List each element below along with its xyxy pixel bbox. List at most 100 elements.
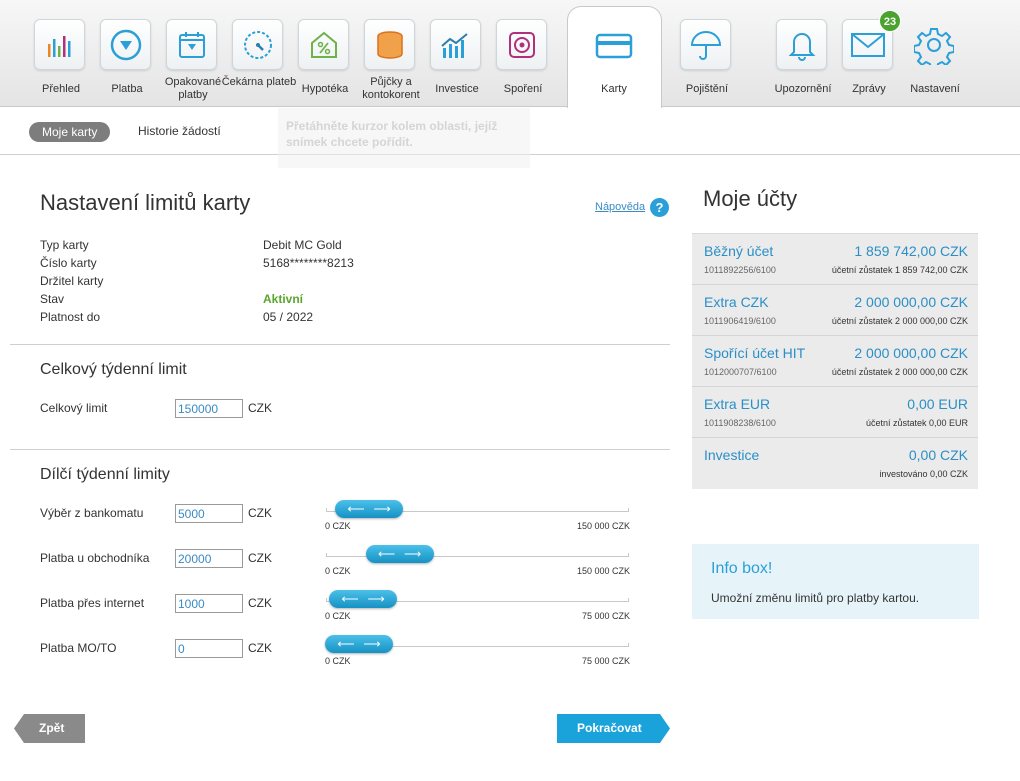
nav-item-sporeni[interactable]: Spoření: [488, 0, 558, 107]
arrow-left-icon: ⟵: [337, 637, 355, 651]
merchant-payment-slider[interactable]: ⟵ ⟶ 0 CZK 150 000 CZK: [325, 545, 630, 581]
total-limit-unit: CZK: [248, 401, 272, 415]
house-percent-icon: [298, 19, 349, 70]
account-name[interactable]: Extra EUR: [704, 396, 771, 412]
account-amount: 2 000 000,00 CZK: [854, 294, 968, 310]
slider-max-label: 150 000 CZK: [576, 521, 630, 531]
nav-label: Hypotéka: [301, 83, 349, 95]
nav-item-prehled[interactable]: Přehled: [26, 0, 96, 107]
nav-item-cekarna-plateb[interactable]: Čekárna plateb: [222, 0, 296, 107]
internet-payment-input[interactable]: [175, 594, 243, 613]
account-row[interactable]: Extra CZK 2 000 000,00 CZK 1011906419/61…: [692, 285, 978, 336]
bar-chart-icon: [34, 19, 85, 70]
info-box: Info box! Umožní změnu limitů pro platby…: [692, 544, 979, 619]
slider-max-label: 150 000 CZK: [576, 566, 630, 576]
investment-chart-icon: [430, 19, 481, 70]
card-type-value: Debit MC Gold: [263, 238, 342, 252]
nav-item-upozorneni[interactable]: Upozornění: [768, 0, 838, 107]
account-row[interactable]: Investice 0,00 CZK investováno 0,00 CZK: [692, 438, 978, 489]
nav-item-pujcky-kontokorent[interactable]: Půjčky a kontokorent: [356, 0, 426, 107]
card-status-label: Stav: [40, 292, 65, 306]
account-balance: účetní zůstatek 0,00 EUR: [865, 418, 968, 428]
account-row[interactable]: Extra EUR 0,00 EUR 1011908238/6100 účetn…: [692, 387, 978, 438]
slider-handle[interactable]: ⟵ ⟶: [325, 635, 393, 653]
slider-min-label: 0 CZK: [325, 656, 351, 666]
nav-item-karty[interactable]: Karty: [567, 0, 661, 107]
internet-payment-slider[interactable]: ⟵ ⟶ 0 CZK 75 000 CZK: [325, 590, 630, 626]
nav-item-platba[interactable]: Platba: [92, 0, 162, 107]
nav-label: Půjčky a kontokorent: [362, 76, 420, 101]
nav-item-nastaveni[interactable]: Nastavení: [900, 0, 970, 107]
nav-item-pojisteni[interactable]: Pojištění: [672, 0, 742, 107]
subtab-historie-zadosti[interactable]: Historie žádostí: [138, 124, 221, 138]
nav-label: Přehled: [42, 83, 80, 95]
atm-withdrawal-slider[interactable]: ⟵ ⟶ 0 CZK 150 000 CZK: [325, 500, 630, 536]
account-name[interactable]: Extra CZK: [704, 294, 769, 310]
moto-payment-slider[interactable]: ⟵ ⟶ 0 CZK 75 000 CZK: [325, 635, 630, 671]
messages-count-badge: 23: [879, 10, 901, 32]
total-limit-section-title: Celkový týdenní limit: [40, 361, 187, 378]
arrow-right-icon: ⟶: [367, 592, 385, 606]
account-number: 1012000707/6100: [704, 367, 777, 377]
account-name[interactable]: Spořící účet HIT: [704, 345, 806, 361]
nav-label: Investice: [435, 83, 479, 95]
arrow-right-icon: ⟶: [404, 547, 422, 561]
subtab-moje-karty[interactable]: Moje karty: [29, 122, 111, 142]
nav-label: Opakované platby: [164, 76, 222, 101]
moto-payment-unit: CZK: [248, 641, 272, 655]
card-number-label: Číslo karty: [40, 256, 97, 270]
moto-payment-label: Platba MO/TO: [40, 641, 117, 655]
nav-label: Upozornění: [774, 83, 832, 95]
safe-icon: [496, 19, 547, 70]
account-balance: účetní zůstatek 1 859 742,00 CZK: [831, 265, 968, 275]
divider: [10, 344, 670, 345]
info-box-title: Info box!: [711, 560, 773, 577]
screenshot-hint-overlay: Přetáhněte kurzor kolem oblasti, jejíž s…: [278, 108, 530, 168]
slider-handle[interactable]: ⟵ ⟶: [335, 500, 404, 518]
back-button[interactable]: Zpět: [14, 714, 85, 743]
bell-icon: [776, 19, 827, 70]
arrow-right-icon: ⟶: [363, 637, 381, 651]
help-icon[interactable]: ?: [650, 198, 669, 217]
arrow-left-icon: ⟵: [341, 592, 359, 606]
nav-item-investice[interactable]: Investice: [422, 0, 492, 107]
card-status-value: Aktivní: [263, 292, 304, 306]
info-box-text: Umožní změnu limitů pro platby kartou.: [711, 591, 920, 605]
atm-withdrawal-label: Výběr z bankomatu: [40, 506, 144, 520]
account-number: 1011892256/6100: [704, 265, 776, 275]
total-limit-input[interactable]: [175, 399, 243, 418]
merchant-payment-label: Platba u obchodníka: [40, 551, 150, 565]
nav-item-hypoteka[interactable]: Hypotéka: [290, 0, 360, 107]
arrow-left-icon: ⟵: [347, 502, 365, 516]
card-type-label: Typ karty: [40, 238, 89, 252]
account-name[interactable]: Běžný účet: [704, 243, 774, 259]
page-title: Nastavení limitů karty: [40, 190, 251, 215]
account-amount: 0,00 CZK: [908, 447, 968, 463]
account-amount: 0,00 EUR: [907, 396, 968, 412]
slider-handle[interactable]: ⟵ ⟶: [365, 545, 434, 563]
slider-track: [326, 553, 629, 557]
slider-handle[interactable]: ⟵ ⟶: [329, 590, 398, 608]
merchant-payment-input[interactable]: [175, 549, 243, 568]
waiting-clock-icon: [232, 19, 283, 70]
arrow-left-icon: ⟵: [378, 547, 396, 561]
nav-label: Pojištění: [685, 83, 729, 95]
slider-min-label: 0 CZK: [325, 521, 351, 531]
accounts-title: Moje účty: [703, 186, 798, 211]
nav-label: Spoření: [503, 83, 543, 95]
nav-item-opakovane-platby[interactable]: Opakované platby: [158, 0, 228, 107]
moto-payment-input[interactable]: [175, 639, 243, 658]
account-number: 1011908238/6100: [704, 418, 776, 428]
continue-button[interactable]: Pokračovat: [557, 714, 670, 743]
card-number-value: 5168********8213: [263, 256, 354, 270]
help-link[interactable]: Nápověda: [595, 201, 646, 213]
arrow-right-icon: ⟶: [373, 502, 391, 516]
account-row[interactable]: Běžný účet 1 859 742,00 CZK 1011892256/6…: [692, 234, 978, 285]
merchant-payment-unit: CZK: [248, 551, 272, 565]
atm-withdrawal-input[interactable]: [175, 504, 243, 523]
account-row[interactable]: Spořící účet HIT 2 000 000,00 CZK 101200…: [692, 336, 978, 387]
account-name[interactable]: Investice: [704, 447, 760, 463]
slider-min-label: 0 CZK: [325, 611, 351, 621]
card-holder-label: Držitel karty: [40, 274, 104, 288]
atm-withdrawal-unit: CZK: [248, 506, 272, 520]
